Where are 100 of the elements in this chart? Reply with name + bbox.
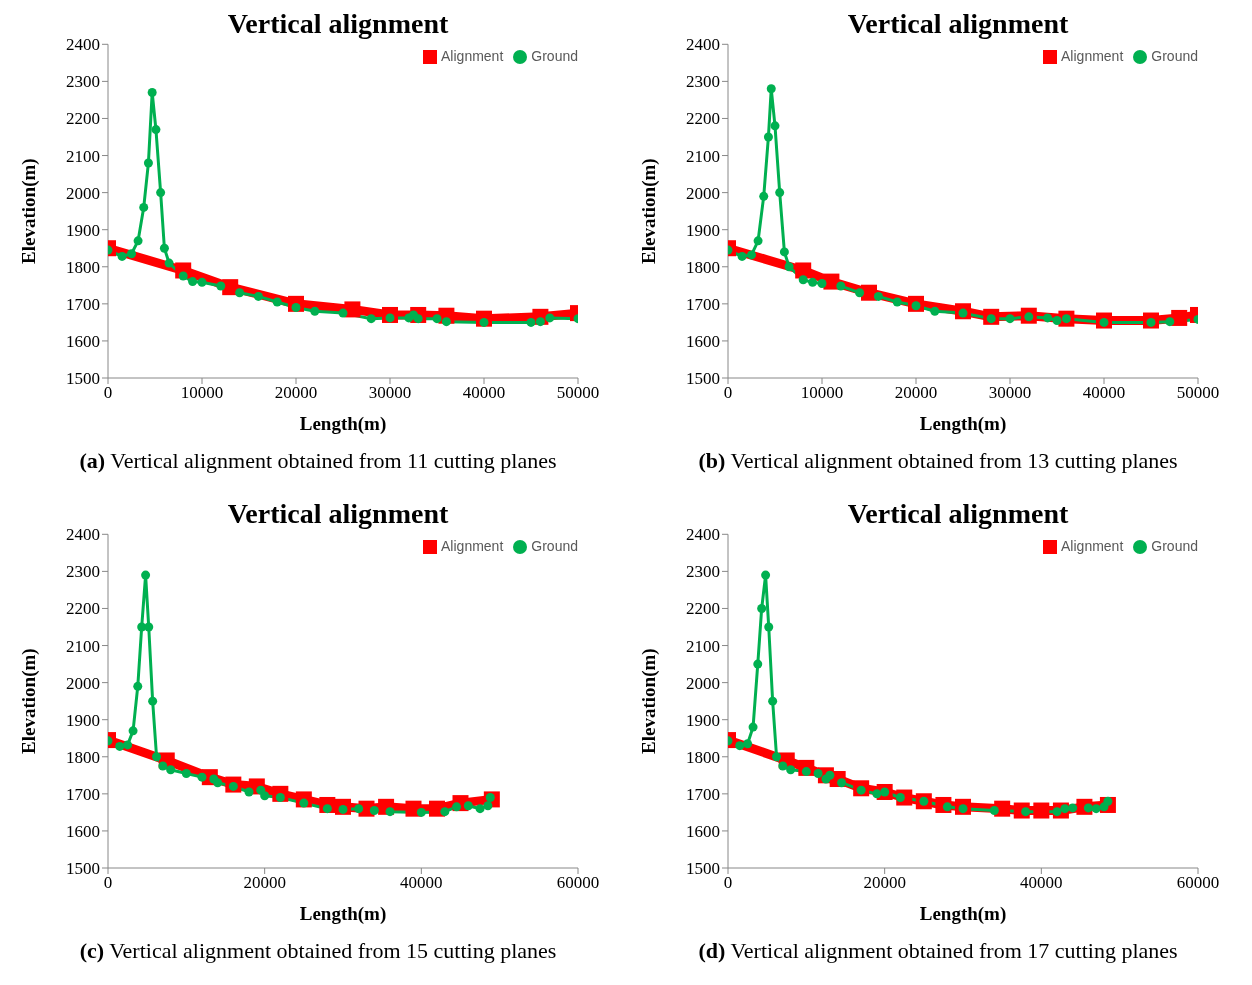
point (757, 603, 767, 613)
point (213, 778, 223, 788)
chart-title: Vertical alignment (846, 498, 1070, 530)
point (133, 681, 143, 691)
legend-label: Alignment (1061, 48, 1124, 64)
x-tick-label: 0 (723, 873, 733, 893)
point (385, 807, 395, 817)
point (930, 306, 940, 316)
point (766, 84, 776, 94)
y-tick-label: 2000 (66, 673, 100, 693)
x-axis-title: Length(m) (919, 413, 1007, 435)
point (141, 570, 151, 580)
x-tick-label: 60000 (556, 873, 600, 893)
x-tick-label: 50000 (556, 383, 600, 403)
y-tick-label: 2100 (686, 636, 720, 656)
point (872, 789, 882, 799)
x-tick-label: 40000 (1020, 873, 1063, 893)
legend-label: Ground (531, 48, 578, 64)
text: (c) Vertical alignment obtained from 15 cutting planes (78, 938, 558, 964)
y-tick-label: 1500 (686, 369, 720, 389)
point (272, 297, 282, 307)
y-tick-label: 1700 (686, 294, 720, 314)
y-tick-label: 1800 (686, 257, 720, 277)
point (144, 622, 154, 632)
text: (b) Vertical alignment obtained from 13 cutting planes (697, 448, 1179, 474)
point (463, 801, 473, 811)
point (735, 741, 745, 751)
y-tick-label: 1700 (686, 784, 720, 804)
point (545, 313, 555, 323)
chart-title: Vertical alignment (226, 498, 450, 530)
point (737, 251, 747, 261)
point (117, 251, 127, 261)
y-tick-label: 2000 (66, 183, 100, 203)
point (778, 761, 788, 771)
point (188, 277, 198, 287)
point (369, 806, 379, 816)
point (761, 570, 771, 580)
y-tick-label: 2300 (686, 72, 720, 92)
point (128, 726, 138, 736)
point (808, 277, 818, 287)
x-tick-label: 0 (723, 383, 733, 403)
legend-label: Alignment (1061, 538, 1124, 554)
y-tick-label: 2000 (686, 673, 720, 693)
point (197, 772, 207, 782)
point (775, 188, 785, 198)
y-tick-label: 1900 (686, 710, 720, 730)
y-tick-label: 2200 (66, 599, 100, 619)
x-tick-label: 30000 (988, 383, 1032, 403)
point (147, 88, 157, 97)
y-tick-label: 1500 (66, 369, 100, 389)
y-tick-label: 1900 (66, 220, 100, 240)
point (747, 250, 756, 260)
y-tick-label: 1700 (66, 784, 100, 804)
y-tick-label: 2400 (66, 35, 100, 55)
point (772, 752, 782, 762)
x-tick-label: 40000 (400, 873, 443, 893)
y-tick-label: 2000 (686, 183, 720, 203)
y-tick-label: 1600 (66, 331, 100, 351)
point (354, 804, 364, 814)
y-tick-label: 1900 (686, 220, 720, 240)
point (260, 791, 270, 801)
point (440, 807, 450, 817)
y-tick-label: 2300 (66, 72, 100, 92)
point (1033, 802, 1050, 819)
y-tick-label: 2200 (686, 109, 720, 129)
x-axis-title: Length(m) (299, 903, 387, 925)
y-tick-label: 1800 (66, 747, 100, 767)
point (127, 249, 136, 259)
point (366, 314, 376, 324)
y-tick-label: 1600 (686, 821, 720, 841)
legend-label: Ground (531, 538, 578, 554)
point (798, 275, 808, 285)
point (1005, 314, 1015, 324)
point (786, 765, 796, 775)
point (535, 317, 545, 327)
y-tick-label: 1800 (686, 747, 720, 767)
point (338, 308, 348, 318)
y-tick-label: 1500 (686, 859, 720, 879)
point (1171, 309, 1188, 326)
point (115, 741, 125, 751)
x-axis-title: Length(m) (919, 903, 1007, 925)
x-tick-label: 40000 (1082, 383, 1126, 403)
point (855, 288, 865, 298)
point (1068, 803, 1078, 813)
point (143, 158, 153, 168)
point (1043, 313, 1053, 323)
point (416, 807, 426, 817)
point (1165, 317, 1175, 327)
x-tick-label: 50000 (1176, 383, 1220, 403)
y-tick-label: 1700 (66, 294, 100, 314)
y-tick-label: 2400 (66, 525, 100, 545)
point (836, 281, 846, 291)
y-tick-label: 2300 (686, 562, 720, 582)
x-tick-label: 0 (103, 383, 113, 403)
y-tick-label: 1800 (66, 257, 100, 277)
point (768, 696, 778, 706)
point (139, 202, 149, 212)
point (152, 752, 162, 762)
x-axis-title: Length(m) (299, 413, 387, 435)
point (166, 765, 176, 775)
